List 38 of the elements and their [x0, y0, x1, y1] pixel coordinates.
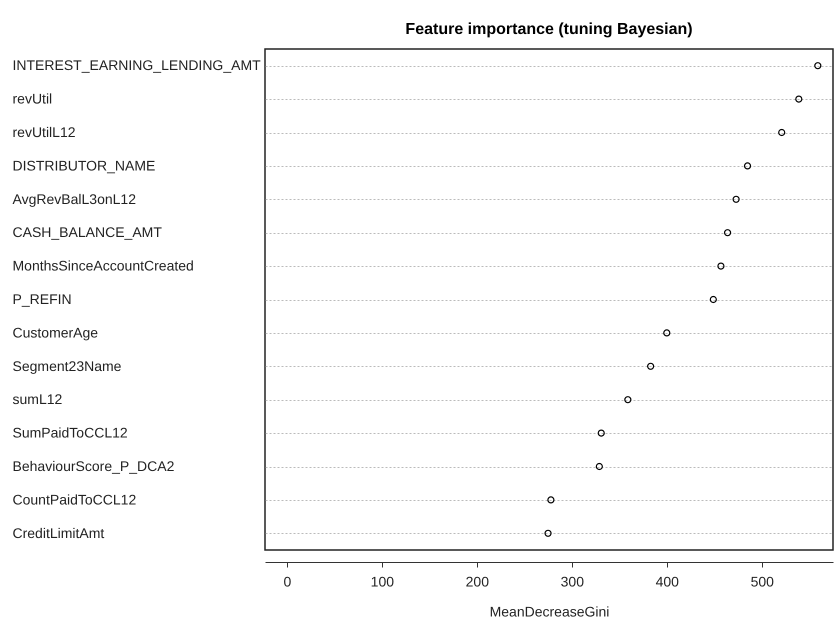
x-tick-label: 400 — [656, 574, 680, 590]
point — [724, 229, 732, 236]
point — [663, 329, 670, 336]
y-tick-label: CountPaidToCCL12 — [12, 491, 136, 508]
y-tick-label: MonthsSinceAccountCreated — [12, 258, 194, 274]
x-tick-label: 100 — [370, 574, 394, 590]
point — [624, 396, 632, 404]
point — [717, 262, 725, 270]
point — [596, 462, 603, 470]
point — [795, 96, 802, 103]
y-tick-label: P_REFIN — [12, 291, 72, 307]
point — [778, 128, 786, 136]
y-tick-label: BehaviourScore_P_DCA2 — [12, 458, 175, 474]
y-tick-label: revUtilL12 — [12, 124, 76, 140]
y-tick-label: Segment23Name — [12, 358, 122, 374]
point — [647, 362, 654, 370]
y-tick-label: SumPaidToCCL12 — [12, 424, 128, 441]
y-tick-label: CustomerAge — [12, 324, 98, 340]
x-axis-title: MeanDecreaseGini — [490, 604, 610, 620]
y-tick-label: CreditLimitAmt — [12, 524, 104, 541]
chart-title: Feature importance (tuning Bayesian) — [405, 21, 693, 38]
x-tick-label: 200 — [466, 574, 490, 590]
y-tick-label: revUtil — [12, 90, 52, 107]
x-tick-label: 500 — [750, 574, 774, 590]
y-tick-label: AvgRevBalL3onL12 — [12, 190, 136, 207]
point — [744, 162, 752, 170]
point — [544, 530, 552, 537]
x-tick-label: 300 — [560, 574, 584, 590]
point — [732, 196, 740, 203]
y-tick-label: DISTRIBUTOR_NAME — [12, 157, 156, 174]
x-tick-label: 0 — [283, 574, 292, 590]
point — [710, 296, 717, 304]
point — [547, 496, 554, 504]
point — [598, 430, 605, 437]
point — [814, 62, 822, 70]
y-tick-label: INTEREST_EARNING_LENDING_AMT — [12, 57, 262, 74]
y-tick-label: sumL12 — [12, 391, 63, 408]
y-tick-label: CASH_BALANCE_AMT — [12, 224, 162, 240]
